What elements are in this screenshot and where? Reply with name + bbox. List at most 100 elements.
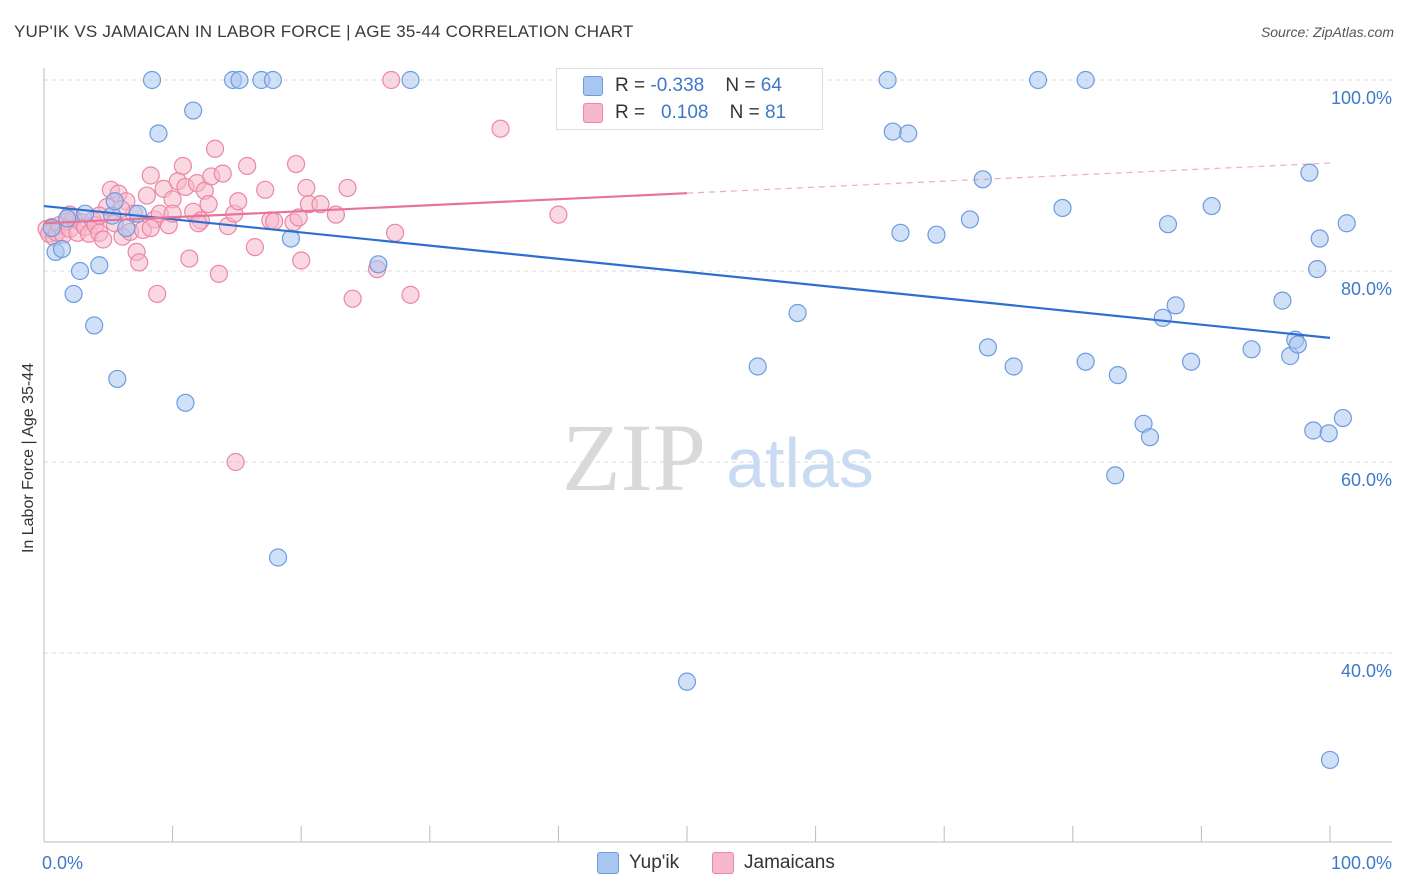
- jamaicans-point: [148, 284, 167, 304]
- legend-label-jamaicans: Jamaicans: [744, 852, 835, 873]
- yupik-point: [1333, 408, 1352, 428]
- yupik-point: [1288, 335, 1307, 354]
- jamaicans-trend-line: [43, 192, 688, 225]
- yupik-point: [149, 124, 168, 143]
- yupik-point: [891, 223, 910, 242]
- yupik-point: [90, 256, 109, 275]
- jamaicans-point: [549, 205, 568, 224]
- yupik-point: [1300, 163, 1319, 182]
- yupik-points: [42, 70, 1356, 770]
- jamaicans-point: [94, 230, 113, 249]
- jamaicans-point: [311, 195, 330, 214]
- yupik-point: [1053, 198, 1072, 218]
- jamaicans-point: [256, 180, 275, 199]
- jamaicans-point: [297, 178, 316, 198]
- jamaicans-swatch: [583, 103, 603, 123]
- jamaicans-point: [141, 166, 160, 185]
- legend-item-yupik[interactable]: Yup'ik: [597, 852, 679, 874]
- jamaicans-point: [199, 195, 218, 214]
- yupik-point: [76, 204, 95, 223]
- jamaicans-point: [209, 264, 228, 283]
- yupik-point: [788, 303, 807, 323]
- yupik-point: [1310, 229, 1329, 248]
- yupik-trend-line: [43, 204, 1331, 339]
- yupik-point: [184, 101, 203, 120]
- jamaicans-point: [238, 156, 257, 176]
- jamaicans-point: [141, 218, 160, 238]
- yupik-point: [878, 70, 897, 90]
- yupik-point: [1273, 291, 1292, 310]
- legend-n-value: 81: [764, 102, 787, 123]
- legend-item-jamaicans[interactable]: Jamaicans: [712, 852, 835, 874]
- yupik-point: [883, 122, 902, 141]
- legend-n-value: 64: [760, 75, 782, 96]
- y-tick-label: 40.0%: [1341, 661, 1392, 681]
- yupik-point: [927, 225, 946, 244]
- yupik-swatch: [597, 852, 619, 874]
- yupik-point: [70, 261, 90, 281]
- legend-r-value: 0.108: [660, 102, 709, 123]
- yupik-point: [1320, 750, 1340, 770]
- y-tick-label: 80.0%: [1341, 279, 1392, 299]
- yupik-point: [1140, 428, 1160, 447]
- jamaicans-trend-extension: [686, 162, 1331, 194]
- yupik-point: [52, 239, 72, 259]
- yupik-point: [142, 70, 162, 90]
- trend-lines: [43, 162, 1331, 339]
- y-tick-label: 60.0%: [1341, 470, 1392, 490]
- jamaicans-point: [385, 223, 405, 242]
- legend-r-label: R =: [615, 75, 651, 96]
- jamaicans-point: [286, 154, 306, 174]
- yupik-point: [230, 70, 249, 90]
- x-tick-label: 0.0%: [42, 853, 83, 873]
- jamaicans-point: [343, 289, 362, 308]
- yupik-point: [1028, 70, 1048, 90]
- jamaicans-point: [229, 192, 248, 211]
- yupik-point: [1304, 421, 1323, 440]
- yupik-swatch: [583, 76, 603, 96]
- yupik-point: [58, 209, 77, 228]
- yupik-point: [1004, 357, 1023, 376]
- jamaicans-point: [226, 452, 245, 472]
- legend-label-yupik: Yup'ik: [629, 852, 680, 873]
- yupik-point: [64, 284, 83, 304]
- y-tick-label: 100.0%: [1331, 88, 1392, 108]
- source-label: Source: ZipAtlas.com: [1260, 24, 1394, 40]
- yupik-point: [268, 548, 288, 567]
- chart-title: YUP'IK VS JAMAICAN IN LABOR FORCE | AGE …: [14, 22, 634, 41]
- jamaicans-point: [213, 164, 232, 183]
- yupik-point: [1153, 308, 1172, 327]
- yupik-point: [176, 393, 195, 412]
- yupik-point: [1308, 259, 1327, 279]
- yupik-point: [369, 255, 388, 274]
- jamaicans-point: [292, 251, 311, 270]
- yupik-point: [1158, 215, 1178, 234]
- yupik-point: [1106, 466, 1125, 485]
- yupik-point: [1166, 296, 1185, 315]
- jamaicans-point: [180, 249, 199, 268]
- yupik-point: [677, 672, 697, 691]
- jamaicans-point: [205, 139, 225, 158]
- yupik-point: [85, 316, 104, 335]
- yupik-point: [1182, 352, 1201, 371]
- jamaicans-swatch: [712, 852, 734, 874]
- yupik-point: [263, 70, 283, 90]
- yupik-point: [1242, 340, 1261, 359]
- watermark-zip: ZIP: [562, 404, 706, 511]
- x-tick-label: 100.0%: [1331, 853, 1392, 873]
- jamaicans-point: [289, 208, 308, 227]
- yupik-point: [281, 229, 301, 248]
- yupik-point: [1337, 214, 1356, 233]
- tick-labels: 40.0% 60.0% 80.0% 100.0% 0.0% 100.0%: [42, 88, 1392, 873]
- jamaicans-point: [265, 212, 284, 231]
- jamaicans-point: [245, 238, 265, 257]
- jamaicans-point: [491, 119, 510, 138]
- yupik-point: [1076, 352, 1095, 371]
- yupik-point: [1202, 196, 1221, 216]
- yupik-point: [105, 192, 124, 211]
- legend-r-value: -0.338: [650, 75, 705, 96]
- series-legend: Yup'ik Jamaicans: [0, 852, 1406, 878]
- legend-n-label: N =: [729, 102, 765, 123]
- jamaicans-point: [401, 285, 420, 304]
